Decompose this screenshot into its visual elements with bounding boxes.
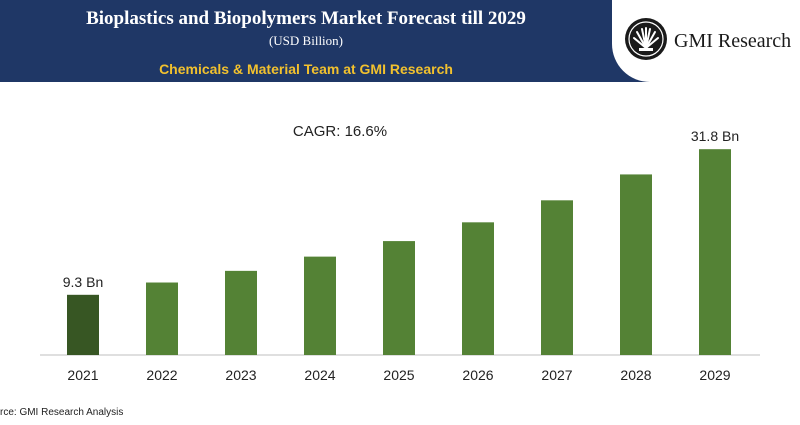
x-tick-label-2027: 2027 bbox=[541, 367, 572, 383]
bar-2025 bbox=[383, 241, 415, 355]
x-tick-label-2028: 2028 bbox=[620, 367, 651, 383]
x-tick-label-2021: 2021 bbox=[67, 367, 98, 383]
logo-text: GMI Research bbox=[674, 30, 792, 52]
data-label-2021: 9.3 Bn bbox=[63, 274, 103, 290]
x-tick-labels-group: 2021 2022 2023 2024 2025 2026 2027 2028 2029 bbox=[67, 367, 730, 383]
chart-title: Bioplastics and Biopolymers Market Forec… bbox=[86, 8, 526, 29]
bar-2029 bbox=[699, 149, 731, 355]
cagr-annotation: CAGR: 16.6% bbox=[293, 123, 387, 140]
bar-2022 bbox=[146, 282, 178, 355]
bar-2026 bbox=[462, 222, 494, 355]
fan-icon bbox=[625, 18, 667, 60]
x-tick-label-2022: 2022 bbox=[146, 367, 177, 383]
data-labels-group: 9.3 Bn 31.8 Bn bbox=[63, 128, 739, 290]
bars-group bbox=[67, 149, 731, 355]
bar-2021 bbox=[67, 294, 99, 355]
x-tick-label-2024: 2024 bbox=[304, 367, 335, 383]
data-label-2029: 31.8 Bn bbox=[691, 128, 739, 144]
bar-2028 bbox=[620, 174, 652, 355]
bar-2027 bbox=[541, 200, 573, 355]
source-note: rce: GMI Research Analysis bbox=[0, 407, 124, 418]
team-label: Chemicals & Material Team at GMI Researc… bbox=[159, 61, 453, 77]
x-tick-label-2029: 2029 bbox=[699, 367, 730, 383]
x-tick-label-2023: 2023 bbox=[225, 367, 256, 383]
x-tick-label-2026: 2026 bbox=[462, 367, 493, 383]
bar-2023 bbox=[225, 270, 257, 355]
bar-2024 bbox=[304, 256, 336, 355]
x-tick-label-2025: 2025 bbox=[383, 367, 414, 383]
chart-subtitle: (USD Billion) bbox=[268, 33, 344, 48]
logo: GMI Research bbox=[612, 0, 800, 82]
